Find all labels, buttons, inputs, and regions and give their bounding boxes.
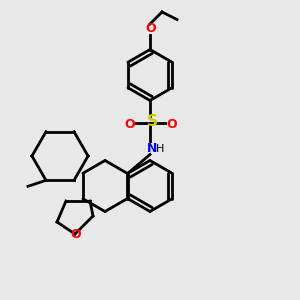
Text: O: O <box>124 118 135 130</box>
Text: O: O <box>146 22 156 34</box>
Text: O: O <box>70 229 81 242</box>
Text: N: N <box>146 142 157 154</box>
Text: H: H <box>156 143 164 154</box>
Text: O: O <box>167 118 177 130</box>
Text: S: S <box>146 114 158 129</box>
